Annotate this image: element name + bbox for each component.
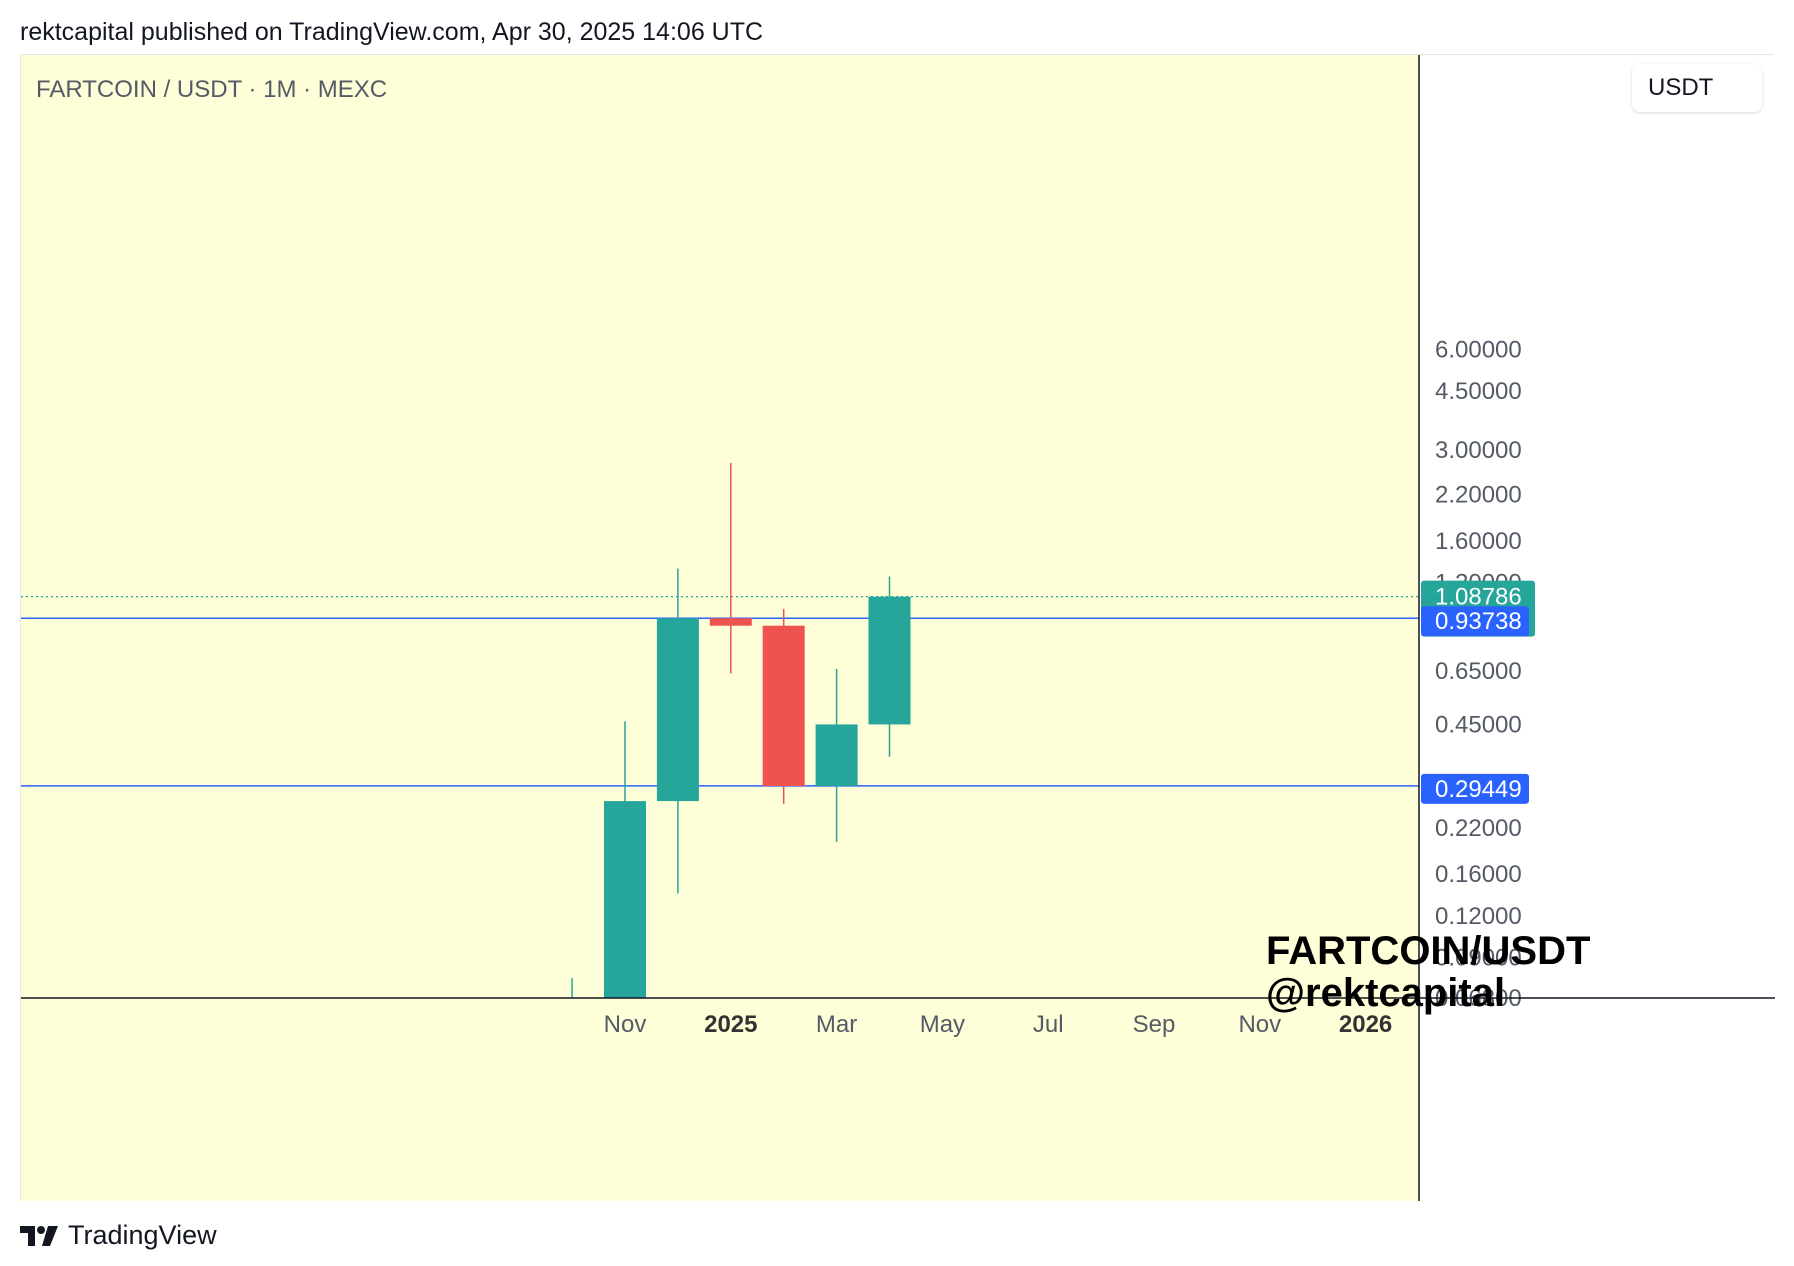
level-price-value: 0.29449 — [1435, 776, 1522, 803]
time-tick-label: Jul — [1033, 1011, 1064, 1038]
candle-body[interactable] — [762, 625, 805, 787]
candle-body[interactable] — [815, 724, 858, 787]
price-tick-label: 0.12000 — [1435, 903, 1522, 930]
chart-watermark: FARTCOIN/USDT @rektcapital — [1266, 930, 1590, 1014]
candlestick-chart[interactable]: 6.000004.500003.000002.200001.600001.200… — [21, 55, 1775, 1201]
price-tick-label: 2.20000 — [1435, 482, 1522, 509]
tradingview-logo[interactable]: TradingView — [20, 1220, 217, 1251]
time-tick-label: 2025 — [704, 1011, 757, 1038]
watermark-line2: @rektcapital — [1266, 971, 1506, 1015]
level-price-value: 0.93738 — [1435, 608, 1522, 635]
last-price-value: 1.08786 — [1435, 584, 1522, 611]
time-tick-label: Mar — [816, 1011, 857, 1038]
published-header: rektcapital published on TradingView.com… — [20, 18, 764, 46]
symbol-label: FARTCOIN / USDT · 1M · MEXC — [36, 76, 388, 103]
price-axis-background[interactable] — [1419, 55, 1775, 998]
time-tick-label: Nov — [1238, 1011, 1281, 1038]
level-price-tag[interactable] — [1421, 773, 1529, 804]
watermark-line1: FARTCOIN/USDT — [1266, 929, 1591, 973]
price-tick-label: 6.00000 — [1435, 336, 1522, 363]
price-tick-label: 0.09000 — [1435, 944, 1522, 971]
price-tick-label: 0.65000 — [1435, 658, 1522, 685]
tradingview-brand: TradingView — [68, 1220, 217, 1250]
currency-button[interactable]: USDT — [1632, 64, 1762, 112]
time-tick-label: Nov — [604, 1011, 647, 1038]
price-tick-label: 3.00000 — [1435, 437, 1522, 464]
price-tick-label: 0.16000 — [1435, 861, 1522, 888]
price-tick-label: 0.22000 — [1435, 815, 1522, 842]
axis-corner — [1419, 998, 1775, 1201]
candle-body[interactable] — [868, 596, 911, 725]
chart-frame: 6.000004.500003.000002.200001.600001.200… — [20, 54, 1775, 1201]
level-price-tag[interactable] — [1421, 606, 1529, 637]
tradingview-logo-icon — [20, 1225, 58, 1246]
price-tick-label: 0.45000 — [1435, 711, 1522, 738]
candle-body[interactable] — [709, 618, 752, 626]
time-tick-label: May — [920, 1011, 965, 1038]
time-tick-label: 2026 — [1339, 1011, 1392, 1038]
price-tick-label: 4.50000 — [1435, 378, 1522, 405]
candle-body[interactable] — [604, 801, 646, 998]
plot-background — [21, 55, 1419, 1201]
price-tick-label: 1.60000 — [1435, 528, 1522, 555]
candle-body[interactable] — [656, 618, 699, 802]
time-tick-label: Sep — [1133, 1011, 1176, 1038]
